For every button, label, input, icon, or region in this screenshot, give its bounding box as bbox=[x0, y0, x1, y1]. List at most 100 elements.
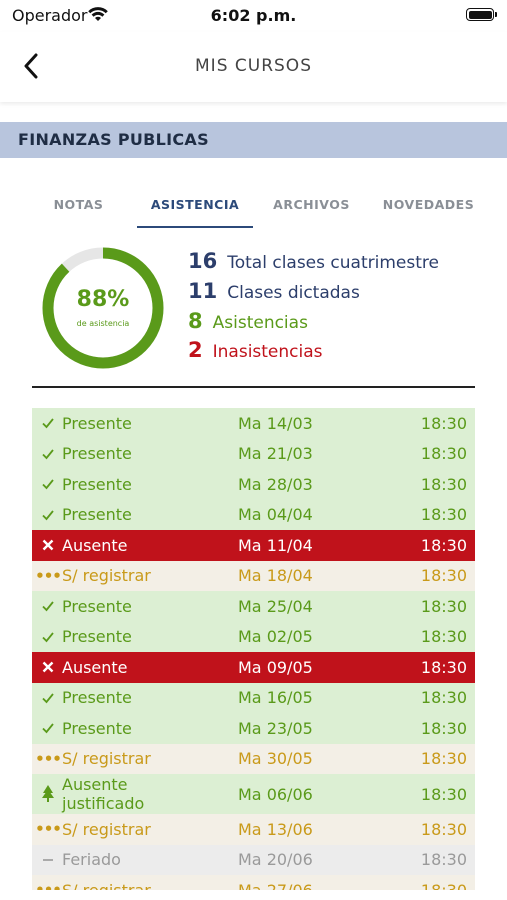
attendance-row[interactable]: Presente Ma 04/04 18:30 bbox=[32, 499, 475, 530]
stat-total-text: Total clases cuatrimestre bbox=[227, 253, 439, 273]
status-bar: Operador 6:02 p.m. bbox=[0, 0, 507, 32]
attendance-list[interactable]: Presente Ma 14/03 18:30 Presente Ma 21/03 18:… bbox=[32, 408, 475, 890]
attendance-status-label: Ausente bbox=[62, 535, 128, 555]
battery-icon bbox=[466, 8, 497, 21]
attendance-status-label: Ausente bbox=[62, 657, 128, 677]
attendance-date: Ma 04/04 bbox=[238, 505, 313, 525]
dots-icon: ••• bbox=[35, 566, 62, 585]
attendance-time: 18:30 bbox=[421, 875, 467, 890]
attendance-time: 18:30 bbox=[420, 819, 467, 839]
attendance-status-label: Presente bbox=[62, 627, 132, 647]
attendance-row[interactable]: Presente Ma 02/05 18:30 bbox=[32, 621, 475, 653]
attendance-status: Ausente bbox=[40, 530, 128, 561]
stat-total-classes: 16 Total clases cuatrimestre bbox=[188, 249, 439, 277]
tab-asistencia[interactable]: ASISTENCIA bbox=[150, 196, 240, 212]
attendance-row[interactable]: Ausente Ma 11/04 18:30 bbox=[32, 530, 475, 561]
check-icon bbox=[40, 447, 56, 461]
attendance-status: Presente bbox=[40, 591, 132, 622]
attendance-row[interactable]: Presente Ma 28/03 18:30 bbox=[32, 469, 475, 500]
stat-absences-number: 2 bbox=[188, 338, 203, 362]
attendance-time: 18:30 bbox=[420, 688, 467, 708]
tree-icon bbox=[40, 785, 56, 803]
attendance-date: Ma 06/06 bbox=[238, 784, 313, 804]
attendance-status: Ausente bbox=[40, 652, 128, 683]
check-icon bbox=[40, 691, 56, 705]
check-icon bbox=[40, 477, 56, 491]
attendance-status-label: Presente bbox=[62, 596, 132, 616]
attendance-status-label: S/ registrar bbox=[62, 749, 151, 769]
attendance-status: Presente bbox=[40, 713, 132, 744]
dash-icon bbox=[40, 853, 56, 867]
check-icon bbox=[40, 508, 56, 522]
tab-novedades[interactable]: NOVEDADES bbox=[382, 196, 475, 212]
attendance-row[interactable]: Ausente justificado Ma 06/06 18:30 bbox=[32, 774, 475, 814]
check-icon bbox=[40, 721, 56, 735]
tab-archivos[interactable]: ARCHIVOS bbox=[273, 196, 350, 212]
wifi-icon bbox=[87, 6, 109, 26]
attendance-date: Ma 11/04 bbox=[238, 535, 313, 555]
course-name: FINANZAS PUBLICAS bbox=[18, 130, 209, 149]
attendance-time: 18:30 bbox=[420, 850, 467, 870]
attendance-status: •••S/ registrar bbox=[35, 561, 151, 592]
attendance-status-label: S/ registrar bbox=[62, 566, 151, 586]
attendance-date: Ma 25/04 bbox=[238, 596, 313, 616]
attendance-time: 18:30 bbox=[420, 596, 467, 616]
attendance-date: Ma 18/04 bbox=[238, 566, 313, 586]
stat-attendances-number: 8 bbox=[188, 309, 203, 333]
page-title: MIS CURSOS bbox=[195, 56, 312, 76]
attendance-time: 18:30 bbox=[420, 566, 467, 586]
attendance-date: Ma 23/05 bbox=[238, 718, 313, 738]
stat-total-number: 16 bbox=[188, 249, 218, 273]
attendance-time: 18:30 bbox=[420, 784, 467, 804]
carrier-label: Operador bbox=[12, 6, 88, 25]
attendance-row[interactable]: Presente Ma 21/03 18:30 bbox=[32, 438, 475, 469]
attendance-row[interactable]: ••• S/ registrar Ma 18/04 18:30 bbox=[32, 560, 475, 592]
attendance-status-label: Presente bbox=[62, 444, 132, 464]
check-icon bbox=[40, 630, 56, 644]
nav-bar: MIS CURSOS bbox=[0, 32, 507, 102]
dots-icon: ••• bbox=[35, 749, 62, 768]
stat-given-number: 11 bbox=[188, 279, 218, 303]
attendance-date: Ma 16/05 bbox=[238, 688, 313, 708]
attendance-row[interactable]: Presente Ma 25/04 18:30 bbox=[32, 591, 475, 622]
attendance-status: Presente bbox=[40, 469, 132, 500]
attendance-row[interactable]: •••S/ registrar Ma 27/06 18:30 bbox=[32, 875, 475, 890]
tab-bar: NOTAS ASISTENCIA ARCHIVOS NOVEDADES bbox=[0, 180, 507, 230]
attendance-status: Ausente justificado bbox=[40, 774, 144, 814]
attendance-row[interactable]: ••• S/ registrar Ma 13/06 18:30 bbox=[32, 814, 475, 845]
attendance-row[interactable]: Presente Ma 14/03 18:30 bbox=[32, 408, 475, 439]
clock-label: 6:02 p.m. bbox=[210, 6, 297, 25]
attendance-row[interactable]: Feriado Ma 20/06 18:30 bbox=[32, 844, 475, 876]
attendance-row[interactable]: Presente Ma 16/05 18:30 bbox=[32, 682, 475, 714]
attendance-time: 18:30 bbox=[420, 535, 467, 555]
attendance-status: •••S/ registrar bbox=[35, 744, 151, 775]
attendance-status-label: Presente bbox=[62, 718, 132, 738]
check-icon bbox=[40, 599, 56, 613]
attendance-status-label: Ausente bbox=[62, 775, 128, 794]
attendance-row[interactable]: Presente Ma 23/05 18:30 bbox=[32, 713, 475, 744]
attendance-row[interactable]: Ausente Ma 09/05 18:30 bbox=[32, 652, 475, 683]
attendance-time: 18:30 bbox=[420, 718, 467, 738]
attendance-status: Presente bbox=[40, 622, 132, 653]
attendance-row[interactable]: ••• S/ registrar Ma 30/05 18:30 bbox=[32, 743, 475, 775]
course-header: FINANZAS PUBLICAS bbox=[0, 122, 507, 158]
stat-absences-text: Inasistencias bbox=[212, 342, 323, 362]
attendance-donut bbox=[42, 247, 164, 369]
attendance-status: Presente bbox=[40, 683, 132, 714]
attendance-date: Ma 13/06 bbox=[238, 819, 313, 839]
attendance-time: 18:30 bbox=[420, 627, 467, 647]
attendance-date: Ma 21/03 bbox=[238, 444, 313, 464]
attendance-status: Feriado bbox=[40, 845, 121, 876]
tab-notas[interactable]: NOTAS bbox=[53, 196, 104, 212]
attendance-time: 18:30 bbox=[420, 474, 467, 494]
stat-attendances: 8 Asistencias bbox=[188, 309, 308, 337]
attendance-status-label: Presente bbox=[62, 688, 132, 708]
attendance-percent-label: de asistencia bbox=[76, 319, 130, 328]
attendance-date: Ma 28/03 bbox=[238, 474, 313, 494]
attendance-time: 18:30 bbox=[420, 444, 467, 464]
attendance-status-label: Presente bbox=[62, 505, 132, 525]
x-icon bbox=[40, 660, 56, 674]
attendance-status: •••S/ registrar bbox=[35, 814, 151, 845]
stat-absences: 2 Inasistencias bbox=[188, 338, 323, 366]
back-button[interactable] bbox=[14, 48, 48, 84]
